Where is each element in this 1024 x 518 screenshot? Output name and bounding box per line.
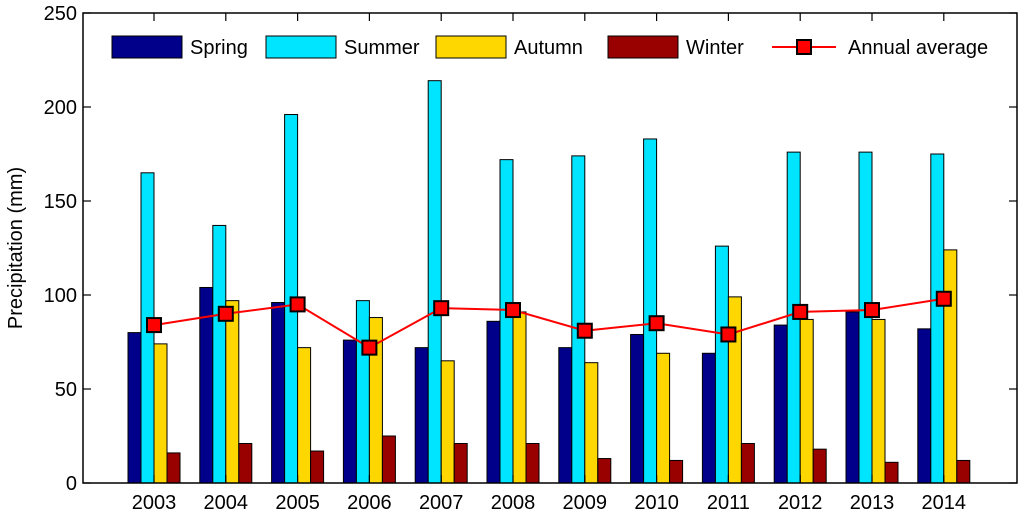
plot-frame	[82, 12, 1018, 484]
bar-summer-2010	[643, 138, 658, 484]
bar-autumn-2004	[225, 300, 240, 484]
legend-label-annual-average: Annual average	[848, 37, 988, 59]
bar-winter-2009	[597, 458, 612, 484]
bar-winter-2011	[740, 443, 755, 484]
legend-label-spring: Spring	[190, 37, 248, 59]
bar-winter-2006	[381, 435, 396, 484]
bar-summer-2006	[355, 300, 370, 484]
y-tick-label-200: 200	[44, 97, 77, 119]
bar-spring-2013	[845, 311, 860, 484]
bar-winter-2007	[453, 443, 468, 484]
bar-spring-2009	[558, 347, 573, 484]
bar-summer-2004	[212, 224, 227, 484]
legend-swatch-winter	[607, 35, 679, 59]
bar-summer-2011	[714, 245, 729, 484]
legend-marker-annual-average	[796, 39, 812, 55]
y-axis-title: Precipitation (mm)	[5, 167, 27, 329]
bar-summer-2008	[499, 159, 514, 484]
x-tick-label-2004: 2004	[204, 492, 249, 514]
bar-autumn-2008	[512, 311, 527, 484]
annual-average-marker-2007	[433, 300, 450, 317]
annual-average-marker-2009	[576, 322, 593, 339]
bar-winter-2008	[525, 443, 540, 484]
bar-spring-2010	[630, 333, 645, 484]
bar-winter-2010	[669, 459, 684, 484]
bar-spring-2014	[917, 328, 932, 484]
annual-average-marker-2012	[792, 303, 809, 320]
y-tick-label-0: 0	[66, 473, 77, 495]
bar-autumn-2012	[799, 318, 814, 484]
bar-summer-2009	[571, 155, 586, 484]
annual-average-marker-2010	[648, 315, 665, 332]
bar-summer-2014	[930, 153, 945, 484]
bar-winter-2005	[310, 450, 325, 484]
bar-spring-2012	[773, 324, 788, 484]
y-tick-label-100: 100	[44, 285, 77, 307]
bar-spring-2005	[271, 302, 286, 484]
x-tick-label-2011: 2011	[707, 492, 750, 514]
legend-label-summer: Summer	[344, 37, 420, 59]
bar-autumn-2014	[943, 249, 958, 484]
annual-average-line	[153, 297, 944, 349]
x-tick-label-2014: 2014	[922, 492, 967, 514]
bar-autumn-2003	[153, 343, 168, 484]
axes-layer: 0 50 100 150 200 250 2003 2004 2005 2006 2007 2008 2…	[44, 3, 1017, 514]
x-tick-label-2012: 2012	[778, 492, 823, 514]
legend: Spring Summer Autumn Winter Annual average	[111, 35, 988, 59]
legend-swatch-summer	[265, 35, 337, 59]
annual-average-marker-2011	[720, 326, 737, 343]
bar-autumn-2005	[297, 347, 312, 484]
y-tick-label-250: 250	[44, 3, 77, 25]
x-tick-label-2006: 2006	[347, 492, 392, 514]
annual-average-line-layer	[146, 290, 952, 356]
annual-average-marker-2004	[217, 305, 234, 322]
x-tick-label-2008: 2008	[491, 492, 536, 514]
bar-winter-2014	[956, 459, 971, 484]
annual-average-marker-2006	[361, 339, 378, 356]
bar-autumn-2013	[871, 318, 886, 484]
bar-autumn-2007	[440, 360, 455, 484]
x-tick-label-2009: 2009	[563, 492, 608, 514]
annual-average-marker-2003	[146, 317, 162, 334]
legend-label-winter: Winter	[686, 37, 744, 59]
bar-autumn-2009	[584, 362, 599, 484]
x-tick-label-2010: 2010	[634, 492, 679, 514]
x-tick-label-2013: 2013	[850, 492, 895, 514]
legend-swatch-autumn	[435, 35, 507, 59]
bar-autumn-2011	[727, 296, 742, 484]
legend-swatch-spring	[111, 35, 183, 59]
annual-average-marker-2013	[864, 302, 880, 319]
bar-spring-2003	[127, 332, 142, 484]
bar-spring-2008	[486, 320, 501, 484]
bar-spring-2006	[342, 339, 357, 484]
x-tick-label-2007: 2007	[419, 492, 464, 514]
bar-winter-2004	[238, 443, 253, 484]
x-tick-label-2005: 2005	[275, 492, 320, 514]
y-tick-label-150: 150	[44, 191, 77, 213]
annual-average-marker-2014	[935, 290, 952, 307]
bar-autumn-2010	[656, 352, 671, 484]
bar-spring-2007	[414, 347, 429, 484]
annual-average-marker-2008	[505, 302, 521, 319]
legend-label-autumn: Autumn	[514, 37, 583, 59]
x-tick-label-2003: 2003	[132, 492, 177, 514]
bar-winter-2012	[812, 448, 827, 484]
annual-average-marker-2005	[289, 296, 306, 313]
bar-summer-2007	[427, 80, 442, 484]
bar-winter-2013	[884, 461, 899, 484]
bar-spring-2011	[701, 352, 716, 484]
y-tick-label-50: 50	[55, 379, 77, 401]
bar-winter-2003	[166, 452, 181, 484]
